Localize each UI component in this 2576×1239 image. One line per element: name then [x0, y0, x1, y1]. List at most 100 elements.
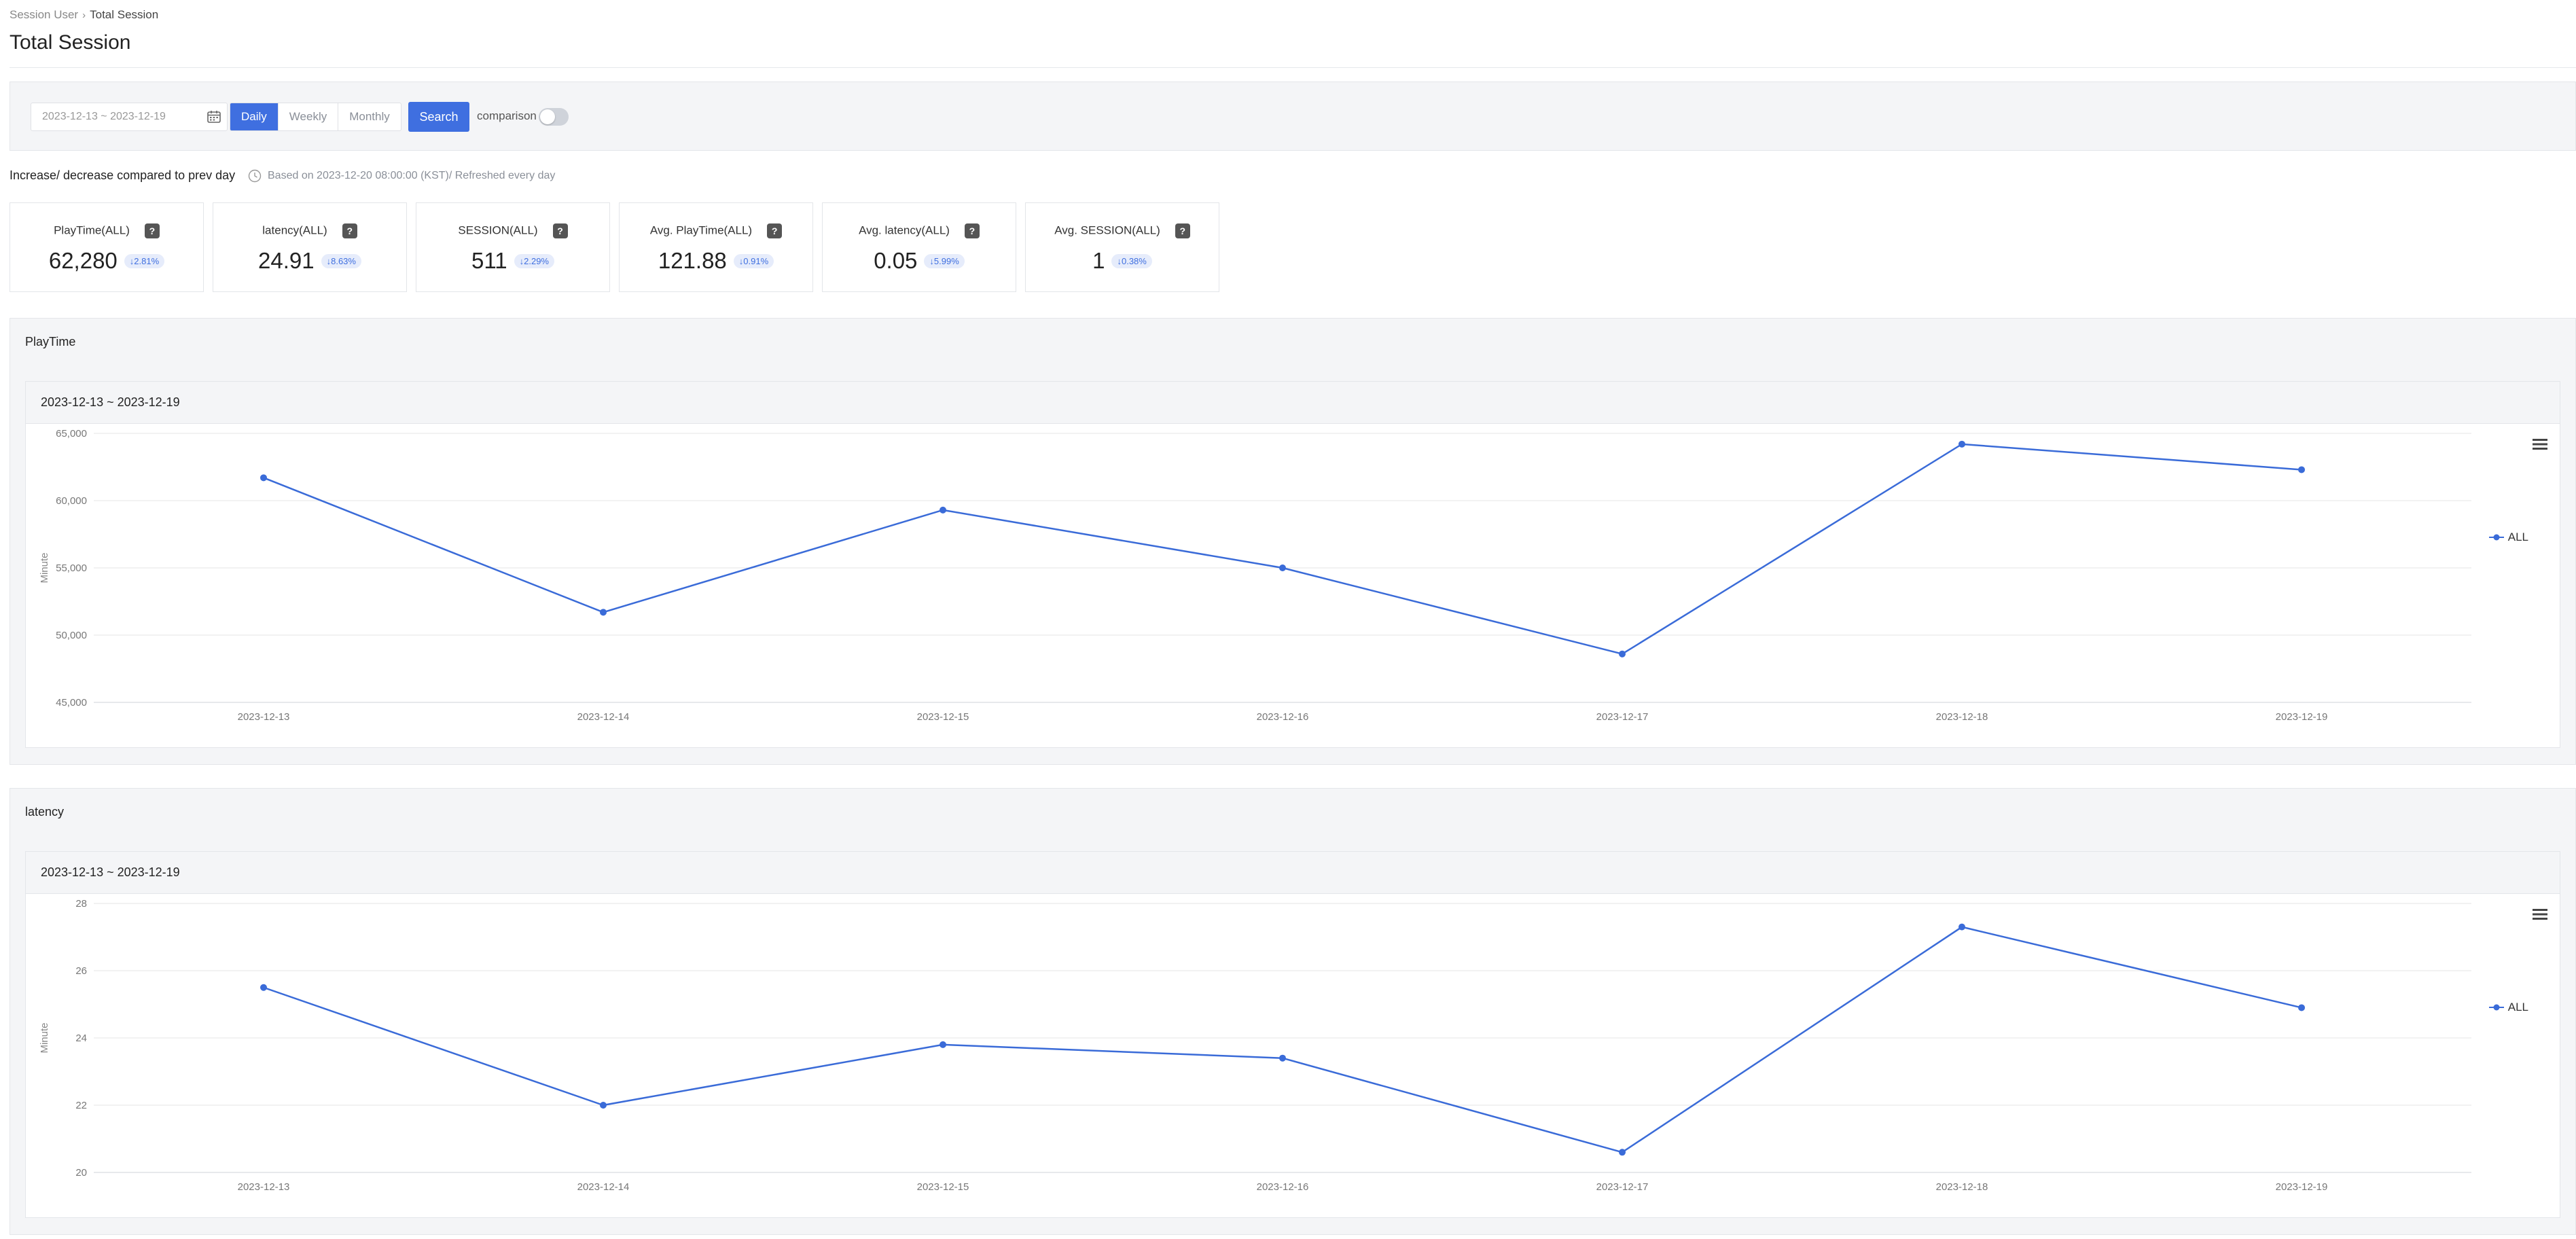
kpi-value: 121.88 — [658, 248, 727, 273]
divider — [10, 67, 2576, 68]
kpi-card-latency: latency(ALL)? 24.91 ↓8.63% — [213, 202, 407, 292]
data-point — [1958, 440, 1965, 448]
data-point — [1279, 1054, 1286, 1062]
chart-legend[interactable]: ALL — [2488, 1001, 2528, 1014]
y-tick-label: 26 — [75, 965, 87, 977]
change-badge: ↓2.81% — [124, 253, 165, 268]
change-badge: ↓2.29% — [514, 253, 554, 268]
x-tick-label: 2023-12-19 — [2276, 711, 2328, 723]
period-daily-button[interactable]: Daily — [230, 103, 279, 130]
x-tick-label: 2023-12-18 — [1936, 711, 1988, 723]
data-point — [940, 1041, 946, 1048]
y-tick-label: 50,000 — [56, 630, 87, 641]
kpi-value: 1 — [1092, 248, 1105, 273]
breadcrumb-current: Total Session — [90, 8, 159, 21]
change-value: 0.91% — [743, 255, 769, 266]
change-badge: ↓0.91% — [733, 253, 774, 268]
kpi-card-avg-playtime: Avg. PlayTime(ALL)? 121.88 ↓0.91% — [619, 202, 813, 292]
x-tick-label: 2023-12-13 — [238, 1181, 290, 1193]
calendar-icon[interactable] — [207, 110, 221, 124]
help-icon[interactable]: ? — [342, 223, 357, 238]
clock-icon — [248, 169, 262, 183]
breadcrumb-parent[interactable]: Session User — [10, 8, 79, 21]
chart-header: 2023-12-13 ~ 2023-12-19 — [26, 382, 2560, 424]
help-icon[interactable]: ? — [1175, 223, 1190, 238]
kpi-value: 62,280 — [48, 248, 118, 273]
arrow-down-icon: ↓ — [1117, 255, 1122, 266]
help-icon[interactable]: ? — [964, 223, 980, 238]
change-value: 8.63% — [331, 255, 356, 266]
chart-date-range: 2023-12-13 ~ 2023-12-19 — [41, 395, 180, 409]
kpi-label: Avg. PlayTime(ALL) — [649, 223, 753, 237]
change-badge: ↓5.99% — [924, 253, 965, 268]
period-weekly-button[interactable]: Weekly — [279, 103, 339, 130]
kpi-card-avg-session: Avg. SESSION(ALL)? 1 ↓0.38% — [1025, 202, 1219, 292]
panel-title: PlayTime — [25, 335, 76, 348]
kpi-label: Avg. SESSION(ALL) — [1054, 223, 1160, 237]
x-tick-label: 2023-12-13 — [238, 711, 290, 723]
kpi-card-avg-latency: Avg. latency(ALL)? 0.05 ↓5.99% — [822, 202, 1016, 292]
x-tick-label: 2023-12-17 — [1596, 1181, 1649, 1193]
kpi-card-session: SESSION(ALL)? 511 ↓2.29% — [416, 202, 610, 292]
y-axis-title: Minute — [39, 1022, 50, 1053]
change-value: 5.99% — [933, 255, 959, 266]
menu-icon[interactable] — [2531, 437, 2549, 451]
data-point — [1619, 650, 1626, 658]
kpi-label: Avg. latency(ALL) — [859, 223, 950, 237]
y-tick-label: 55,000 — [56, 562, 87, 574]
search-button[interactable]: Search — [408, 102, 469, 132]
y-tick-label: 20 — [75, 1167, 87, 1179]
y-axis-title: Minute — [39, 552, 50, 583]
chart-date-range: 2023-12-13 ~ 2023-12-19 — [41, 865, 180, 879]
date-range-value: 2023-12-13 ~ 2023-12-19 — [42, 111, 166, 122]
change-badge: ↓8.63% — [321, 253, 361, 268]
change-value: 2.81% — [134, 255, 160, 266]
toggle-knob — [540, 109, 555, 124]
x-tick-label: 2023-12-15 — [917, 711, 969, 723]
kpi-value: 0.05 — [874, 248, 918, 273]
x-tick-label: 2023-12-14 — [577, 711, 630, 723]
kpi-value: 24.91 — [258, 248, 315, 273]
based-on-text: Based on 2023-12-20 08:00:00 (KST)/ Refr… — [268, 170, 556, 181]
change-value: 2.29% — [524, 255, 549, 266]
arrow-down-icon: ↓ — [519, 255, 524, 266]
filter-bar: 2023-12-13 ~ 2023-12-19 Daily Weekly Mon… — [10, 82, 2576, 151]
arrow-down-icon: ↓ — [929, 255, 934, 266]
x-tick-label: 2023-12-16 — [1257, 1181, 1309, 1193]
help-icon[interactable]: ? — [144, 223, 160, 238]
legend-marker-icon — [2488, 534, 2504, 541]
legend-label: ALL — [2507, 1001, 2528, 1013]
data-point — [1958, 923, 1965, 931]
change-badge: ↓0.38% — [1111, 253, 1152, 268]
x-tick-label: 2023-12-17 — [1596, 711, 1649, 723]
menu-icon[interactable] — [2531, 908, 2549, 921]
playtime-line-chart: 45,000 50,000 55,000 60,000 65,000 Minute 2023… — [39, 428, 2471, 723]
kpi-label: SESSION(ALL) — [458, 223, 538, 237]
y-tick-label: 24 — [75, 1032, 87, 1044]
latency-panel: latency 2023-12-13 ~ 2023-12-19 ALL 20 22… — [10, 788, 2576, 1235]
arrow-down-icon: ↓ — [129, 255, 135, 266]
arrow-down-icon: ↓ — [738, 255, 744, 266]
period-segmented-control: Daily Weekly Monthly — [230, 103, 401, 131]
period-monthly-button[interactable]: Monthly — [349, 110, 390, 123]
series-line — [263, 926, 2302, 1153]
x-tick-label: 2023-12-19 — [2276, 1181, 2328, 1193]
comparison-label: comparison — [477, 109, 537, 122]
help-icon[interactable]: ? — [767, 223, 783, 238]
y-tick-label: 22 — [75, 1100, 87, 1111]
data-point — [1619, 1149, 1626, 1156]
kpi-label: latency(ALL) — [262, 223, 327, 237]
date-range-input[interactable]: 2023-12-13 ~ 2023-12-19 — [31, 103, 228, 131]
chart-legend[interactable]: ALL — [2488, 531, 2528, 544]
x-tick-label: 2023-12-15 — [917, 1181, 969, 1193]
kpi-card-playtime: PlayTime(ALL)? 62,280 ↓2.81% — [10, 202, 204, 292]
kpi-value: 511 — [471, 248, 507, 273]
page-title: Total Session — [10, 31, 131, 54]
help-icon[interactable]: ? — [552, 223, 568, 238]
y-tick-label: 28 — [75, 898, 87, 910]
breadcrumb-separator: › — [82, 9, 86, 21]
data-point — [600, 609, 607, 616]
legend-marker-icon — [2488, 1004, 2504, 1011]
data-point — [260, 984, 267, 991]
comparison-toggle[interactable] — [539, 108, 569, 126]
